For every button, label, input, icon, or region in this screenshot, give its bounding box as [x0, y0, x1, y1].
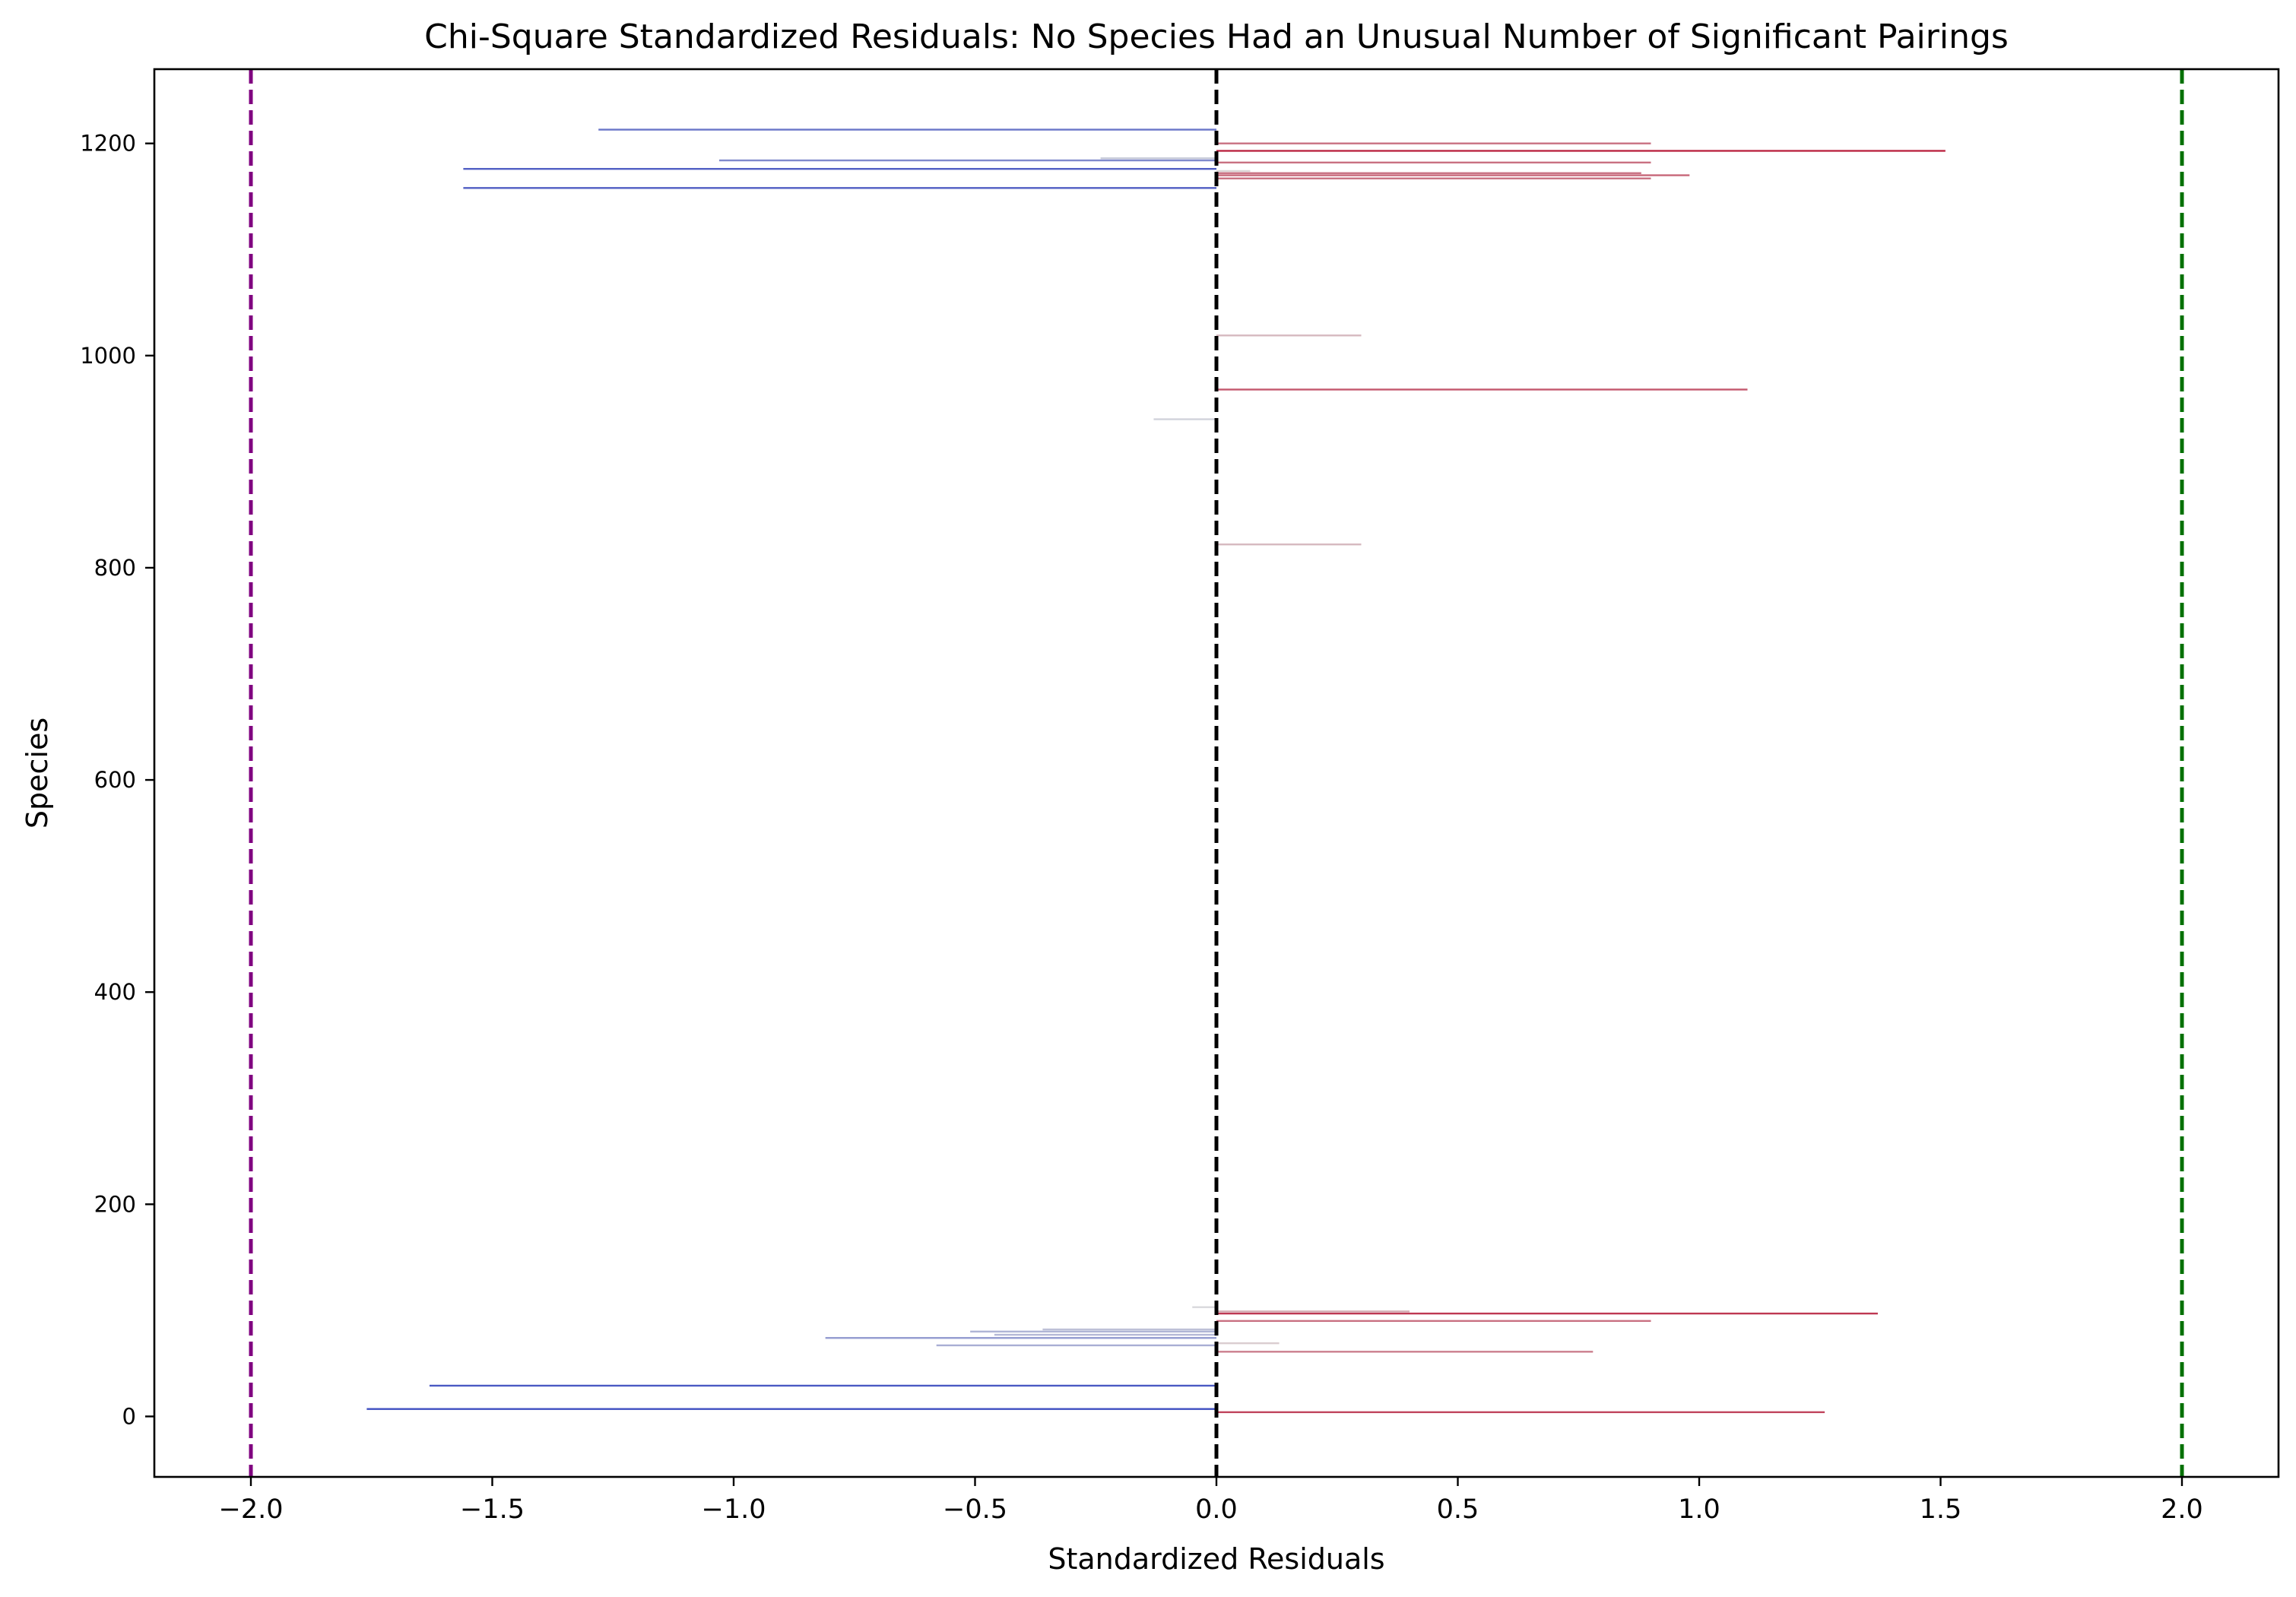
- residual-bar: [1216, 177, 1651, 179]
- residual-bar: [1216, 1320, 1651, 1323]
- residual-bar: [1216, 388, 1748, 391]
- y-tick-label: 1000: [80, 343, 136, 369]
- y-tick-label: 200: [94, 1191, 136, 1217]
- residual-bar: [366, 1408, 1216, 1410]
- x-tick-label: 0.5: [1437, 1494, 1479, 1525]
- x-axis-ticks: −2.0 −1.5 −1.0 −0.5 0.0 0.5 1.0 1.5 2.0: [219, 1477, 2203, 1525]
- reference-lines-layer: [249, 69, 2184, 1477]
- x-tick-label: 0.0: [1195, 1494, 1238, 1525]
- residual-bar: [598, 128, 1216, 131]
- residual-bar: [1042, 1328, 1216, 1331]
- x-tick-label: 1.0: [1678, 1494, 1720, 1525]
- residual-bar: [1216, 1411, 1825, 1414]
- residual-bar: [1216, 150, 1946, 152]
- residual-bar: [994, 1333, 1216, 1336]
- residual-bar: [825, 1336, 1216, 1339]
- x-tick-label: 1.5: [1920, 1494, 1962, 1525]
- residual-bar: [936, 1344, 1216, 1347]
- y-tick-label: 400: [94, 979, 136, 1005]
- residual-bar: [463, 187, 1216, 189]
- x-tick-label: −1.0: [702, 1494, 766, 1525]
- residual-bar: [463, 167, 1216, 170]
- y-tick-label: 1200: [80, 131, 136, 157]
- y-tick-label: 600: [94, 767, 136, 793]
- residual-bar: [1100, 157, 1216, 160]
- x-tick-label: 2.0: [2161, 1494, 2203, 1525]
- chart-title: Chi-Square Standardized Residuals: No Sp…: [424, 17, 2009, 56]
- y-axis-ticks: 0 200 400 600 800 1000 1200: [80, 131, 154, 1429]
- residual-bar: [1216, 1312, 1878, 1315]
- y-tick-label: 800: [94, 555, 136, 581]
- bars-layer: [366, 128, 1946, 1414]
- residual-bar: [970, 1330, 1216, 1332]
- residual-bar: [1216, 142, 1651, 144]
- y-axis-label: Species: [21, 718, 54, 829]
- residual-bar: [1216, 1342, 1280, 1345]
- residual-bar: [718, 159, 1216, 162]
- x-tick-label: −2.0: [219, 1494, 284, 1525]
- y-tick-label: 0: [122, 1403, 136, 1429]
- residual-bar: [1216, 172, 1641, 174]
- x-axis-label: Standardized Residuals: [1048, 1542, 1384, 1576]
- x-tick-label: −0.5: [943, 1494, 1007, 1525]
- residual-bar: [1216, 543, 1362, 546]
- x-tick-label: −1.5: [460, 1494, 525, 1525]
- residual-bar: [1216, 334, 1362, 337]
- residual-bar: [1216, 161, 1651, 164]
- residual-bar: [1216, 1310, 1410, 1313]
- residual-bar: [1153, 418, 1216, 420]
- residual-bar: [1216, 170, 1251, 173]
- residual-bar: [1216, 174, 1690, 176]
- residual-bar: [1192, 1306, 1216, 1308]
- residual-bar: [1216, 1351, 1594, 1353]
- residual-bar: [429, 1384, 1217, 1387]
